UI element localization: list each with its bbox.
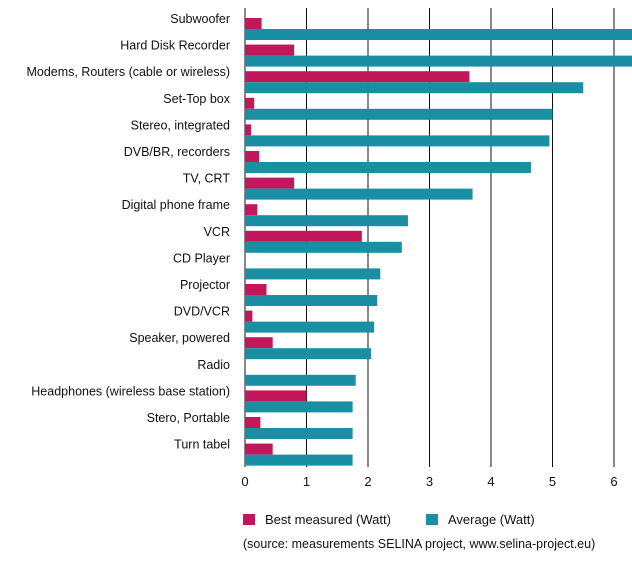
legend-label-best: Best measured (Watt) bbox=[265, 512, 391, 527]
bar-average bbox=[245, 241, 402, 253]
bar-best-measured bbox=[245, 284, 267, 295]
bar-average bbox=[245, 188, 473, 200]
legend: Best measured (Watt) Average (Watt) bbox=[243, 512, 535, 527]
bar-best-measured bbox=[245, 417, 261, 428]
bar-average bbox=[245, 454, 353, 466]
bar-average bbox=[245, 215, 408, 227]
bar-average bbox=[245, 135, 550, 147]
category-label: Projector bbox=[180, 278, 230, 292]
bar-best-measured bbox=[245, 337, 273, 349]
legend-swatch-best bbox=[243, 514, 255, 525]
bar-average bbox=[245, 321, 375, 333]
category-label: DVB/BR, recorders bbox=[124, 145, 230, 159]
bar-average bbox=[245, 268, 381, 280]
bar-best-measured bbox=[245, 71, 470, 83]
category-label: Turn tabel bbox=[174, 438, 230, 452]
category-label: VCR bbox=[204, 225, 230, 239]
bar-average bbox=[245, 29, 632, 40]
x-tick-label: 4 bbox=[487, 474, 494, 489]
bar-average bbox=[245, 295, 378, 306]
bar-best-measured bbox=[245, 310, 253, 322]
category-label: Digital phone frame bbox=[122, 198, 230, 212]
bar-best-measured bbox=[245, 151, 260, 162]
x-tick-label: 5 bbox=[549, 474, 556, 489]
bars bbox=[245, 18, 632, 466]
x-tick-label: 6 bbox=[610, 474, 617, 489]
x-axis-ticks: 0 1 2 3 4 5 6 bbox=[241, 474, 617, 489]
bar-average bbox=[245, 374, 356, 386]
bar-average bbox=[245, 428, 353, 439]
bar-best-measured bbox=[245, 124, 252, 136]
bar-best-measured bbox=[245, 97, 255, 109]
x-tick-label: 1 bbox=[303, 474, 310, 489]
source-note: (source: measurements SELINA project, ww… bbox=[243, 537, 595, 551]
bar-best-measured bbox=[245, 390, 307, 402]
category-label: Set-Top box bbox=[163, 92, 230, 106]
category-label: CD Player bbox=[173, 251, 230, 265]
category-label: Hard Disk Recorder bbox=[120, 39, 230, 53]
bar-best-measured bbox=[245, 230, 362, 242]
bar-best-measured bbox=[245, 204, 258, 216]
bar-average bbox=[245, 82, 584, 94]
category-label: Radio bbox=[197, 358, 230, 372]
bar-best-measured bbox=[245, 443, 273, 455]
category-label: Headphones (wireless base station) bbox=[31, 384, 230, 398]
bar-average bbox=[245, 108, 553, 120]
category-labels: Subwoofer Hard Disk Recorder Modems, Route… bbox=[26, 12, 230, 452]
legend-swatch-average bbox=[426, 514, 438, 525]
category-label: TV, CRT bbox=[183, 172, 231, 186]
category-label: DVD/VCR bbox=[174, 305, 230, 319]
bar-best-measured bbox=[245, 18, 262, 29]
x-tick-label: 2 bbox=[364, 474, 371, 489]
bar-average bbox=[245, 348, 372, 360]
bar-average bbox=[245, 401, 353, 413]
bar-best-measured bbox=[245, 44, 295, 56]
bar-average bbox=[245, 162, 531, 173]
category-label: Speaker, powered bbox=[129, 331, 230, 345]
x-tick-label: 3 bbox=[426, 474, 433, 489]
category-label: Stereo, integrated bbox=[131, 118, 230, 132]
bar-average bbox=[245, 55, 632, 67]
legend-label-average: Average (Watt) bbox=[448, 512, 535, 527]
category-label: Modems, Routers (cable or wireless) bbox=[26, 65, 230, 79]
category-label: Stero, Portable bbox=[147, 411, 230, 425]
bar-best-measured bbox=[245, 177, 295, 189]
x-tick-label: 0 bbox=[241, 474, 248, 489]
category-label: Subwoofer bbox=[170, 12, 230, 26]
